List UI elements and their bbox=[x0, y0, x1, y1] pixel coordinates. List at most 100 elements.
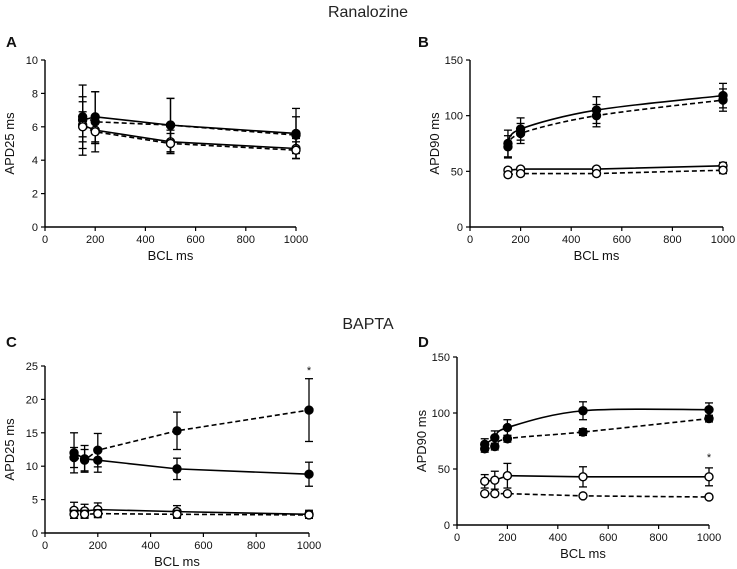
y-tick-label: 5 bbox=[32, 495, 38, 507]
x-tick-label: 600 bbox=[599, 532, 617, 544]
series-line bbox=[73, 409, 310, 462]
y-tick-label: 150 bbox=[432, 352, 450, 364]
data-point-filled bbox=[490, 441, 500, 452]
data-point-open bbox=[578, 472, 588, 482]
x-axis-title: BCL ms bbox=[154, 554, 200, 569]
panel-c: C 0 200 400 600 800 1000 0 5 10 15 20 25 BCL ms APD25 … bbox=[2, 334, 321, 569]
data-point-open bbox=[93, 508, 103, 519]
panel-letter: C bbox=[6, 334, 17, 351]
series-line bbox=[82, 126, 297, 151]
data-point-open bbox=[515, 168, 526, 179]
data-point-open bbox=[503, 169, 513, 180]
x-tick-label: 200 bbox=[89, 540, 107, 552]
series-filled-solid bbox=[69, 432, 314, 487]
y-tick-label: 25 bbox=[26, 361, 38, 373]
data-point-open bbox=[591, 168, 602, 179]
data-point-filled bbox=[490, 432, 500, 443]
panel-letter: B bbox=[418, 34, 429, 51]
data-point-open bbox=[490, 475, 500, 485]
y-tick-label: 20 bbox=[26, 394, 38, 406]
y-tick-label: 100 bbox=[445, 111, 463, 123]
y-tick-label: 100 bbox=[432, 408, 450, 420]
x-tick-label: 1000 bbox=[297, 540, 321, 552]
x-tick-label: 600 bbox=[186, 234, 204, 246]
data-point-filled bbox=[304, 469, 314, 479]
data-point-open bbox=[69, 509, 79, 519]
data-point-open bbox=[490, 488, 500, 499]
data-point-open bbox=[291, 145, 301, 155]
data-point-filled bbox=[578, 427, 588, 437]
data-point-filled bbox=[79, 455, 90, 465]
data-point-open bbox=[704, 472, 714, 482]
data-point-open bbox=[304, 510, 314, 520]
series-open-solid bbox=[480, 462, 714, 490]
x-tick-label: 400 bbox=[562, 234, 580, 246]
series-filled-dashed bbox=[503, 88, 728, 159]
x-axis-title: BCL ms bbox=[148, 248, 194, 263]
data-point-filled bbox=[515, 128, 526, 139]
data-point-open bbox=[718, 165, 728, 175]
data-point-open bbox=[502, 488, 513, 499]
series-line bbox=[507, 99, 724, 148]
x-tick-label: 800 bbox=[663, 234, 681, 246]
significance-asterisk: * bbox=[707, 452, 712, 464]
series-open-dashed bbox=[77, 111, 301, 160]
data-point-open bbox=[502, 471, 513, 481]
data-point-open bbox=[79, 509, 90, 519]
y-axis-title: APD90 ms bbox=[414, 409, 429, 472]
y-axis-title: APD25 ms bbox=[2, 112, 17, 175]
data-point-filled bbox=[502, 434, 513, 444]
data-point-filled bbox=[172, 426, 182, 436]
data-point-open bbox=[704, 492, 714, 502]
series-filled-dashed bbox=[480, 413, 714, 454]
series-open-dashed bbox=[503, 165, 728, 180]
data-point-filled bbox=[718, 95, 728, 105]
y-tick-label: 10 bbox=[26, 461, 38, 473]
x-tick-label: 0 bbox=[454, 532, 460, 544]
x-tick-label: 800 bbox=[649, 532, 667, 544]
series-open-solid bbox=[77, 101, 301, 160]
x-tick-label: 400 bbox=[141, 540, 159, 552]
data-point-filled bbox=[69, 452, 79, 463]
y-tick-label: 0 bbox=[32, 528, 38, 540]
data-point-filled bbox=[704, 404, 714, 415]
data-point-filled bbox=[578, 406, 588, 416]
panel-a: A 0 200 400 600 800 1000 0 2 4 6 8 10 BCL ms APD25 ms bbox=[2, 34, 308, 263]
series-filled-dashed bbox=[69, 378, 314, 472]
x-tick-label: 0 bbox=[467, 234, 473, 246]
significance-asterisk: * bbox=[307, 365, 312, 377]
x-tick-label: 1000 bbox=[711, 234, 735, 246]
y-tick-label: 0 bbox=[457, 222, 463, 234]
data-point-open bbox=[77, 122, 88, 132]
x-tick-label: 600 bbox=[613, 234, 631, 246]
y-tick-label: 150 bbox=[445, 55, 463, 67]
data-point-filled bbox=[172, 464, 182, 474]
x-tick-label: 1000 bbox=[284, 234, 308, 246]
data-point-filled bbox=[704, 413, 714, 424]
y-tick-label: 10 bbox=[26, 55, 38, 67]
y-tick-label: 50 bbox=[438, 464, 450, 476]
x-tick-label: 0 bbox=[42, 234, 48, 246]
panel-d: D 0 200 400 600 800 1000 0 50 100 150 BCL ms APD90 m… bbox=[414, 334, 721, 561]
y-tick-label: 4 bbox=[32, 155, 38, 167]
data-point-filled bbox=[591, 110, 602, 121]
data-point-open bbox=[172, 509, 182, 519]
x-tick-label: 0 bbox=[42, 540, 48, 552]
data-point-filled bbox=[304, 405, 314, 415]
x-tick-label: 600 bbox=[194, 540, 212, 552]
x-tick-label: 200 bbox=[498, 532, 516, 544]
y-axis-title: APD90 ms bbox=[427, 112, 442, 175]
y-tick-label: 0 bbox=[32, 222, 38, 234]
x-tick-label: 400 bbox=[549, 532, 567, 544]
section-title-bapta: BAPTA bbox=[342, 316, 394, 333]
y-tick-label: 15 bbox=[26, 428, 38, 440]
y-tick-label: 6 bbox=[32, 122, 38, 134]
data-point-open bbox=[165, 138, 176, 149]
series-line bbox=[484, 417, 710, 450]
x-tick-label: 200 bbox=[511, 234, 529, 246]
data-point-filled bbox=[503, 142, 513, 152]
series-line bbox=[507, 164, 724, 172]
y-tick-label: 50 bbox=[451, 166, 463, 178]
data-point-open bbox=[90, 127, 100, 137]
